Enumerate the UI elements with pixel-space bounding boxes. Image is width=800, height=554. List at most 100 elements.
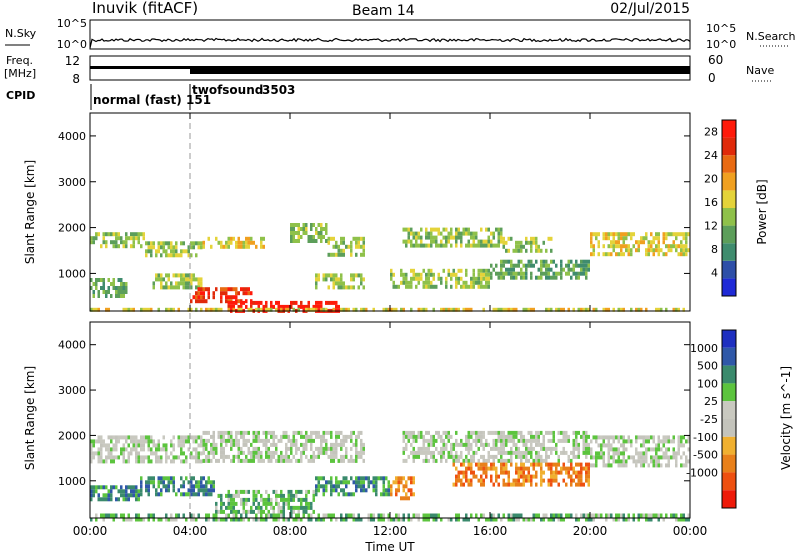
velocity-echo-cell [167,488,170,493]
power-echo-cell [315,307,318,312]
velocity-echo-cell [682,435,685,440]
velocity-echo-cell [227,434,230,439]
velocity-echo-cell [540,430,543,435]
velocity-echo-cell [527,430,530,435]
power-echo-cell [352,277,355,282]
power-echo-cell [275,300,278,305]
velocity-echo-cell [205,484,208,489]
velocity-echo-cell [640,455,643,460]
velocity-echo-cell [585,434,588,439]
power-echo-cell [617,252,620,257]
power-echo-cell [637,244,640,249]
velocity-echo-cell [140,492,143,497]
velocity-echo-cell [340,446,343,451]
power-echo-cell [330,277,333,282]
velocity-echo-cell [137,489,140,494]
velocity-echo-cell [317,517,320,522]
nsky-tick-bottom: 10^0 [57,38,87,51]
velocity-echo-cell [275,458,278,463]
velocity-echo-cell [560,470,563,475]
velocity-echo-cell [262,497,265,502]
velocity-echo-cell [285,501,288,506]
power-echo-cell [317,277,320,282]
velocity-echo-cell [562,430,565,435]
power-echo-cell [180,277,183,282]
velocity-echo-cell [650,517,653,522]
velocity-echo-cell [467,478,470,483]
power-echo-cell [172,307,175,312]
velocity-echo-cell [487,442,490,447]
velocity-echo-cell [115,443,118,448]
velocity-echo-cell [472,430,475,435]
velocity-echo-cell [200,480,203,485]
velocity-echo-cell [95,485,98,490]
velocity-echo-cell [372,484,375,489]
velocity-echo-cell [387,513,390,518]
velocity-echo-cell [360,480,363,485]
power-echo-cell [545,263,548,268]
power-echo-cell [342,281,345,286]
power-echo-cell [417,276,420,281]
velocity-echo-cell [477,466,480,471]
power-echo-cell [485,268,488,273]
velocity-echo-cell [212,517,215,522]
velocity-echo-cell [400,476,403,481]
power-echo-cell [490,271,493,276]
power-colorbar-swatch [722,278,736,296]
power-echo-cell [297,223,300,227]
velocity-echo-cell [607,447,610,452]
velocity-echo-cell [137,451,140,456]
power-echo-cell [322,235,325,239]
velocity-echo-cell [90,443,93,448]
power-echo-cell [557,271,560,276]
velocity-echo-cell [172,455,175,460]
power-echo-cell [632,244,635,249]
velocity-echo-cell [507,434,510,439]
power-echo-cell [182,241,185,246]
velocity-echo-cell [197,484,200,489]
power-echo-cell [507,307,510,312]
power-echo-cell [537,275,540,280]
velocity-echo-cell [600,451,603,456]
velocity-echo-cell [142,435,145,440]
velocity-echo-cell [590,463,593,468]
power-echo-cell [220,287,223,292]
velocity-echo-cell [405,496,408,501]
velocity-echo-cell [90,517,93,522]
velocity-echo-cell [587,474,590,479]
velocity-echo-cell [137,439,140,444]
velocity-echo-cell [100,443,103,448]
velocity-echo-cell [687,447,690,452]
velocity-echo-cell [222,454,225,459]
power-echo-cell [430,243,433,248]
power-echo-cell [620,232,623,237]
power-echo-cell [322,273,325,278]
velocity-echo-cell [382,513,385,518]
velocity-echo-cell [242,489,245,494]
velocity-echo-cell [547,517,550,522]
velocity-echo-cell [592,455,595,460]
velocity-echo-cell [115,513,118,518]
velocity-echo-cell [382,517,385,522]
power-echo-cell [405,239,408,244]
velocity-echo-cell [415,438,418,443]
power-echo-cell [435,227,438,232]
velocity-echo-cell [357,513,360,518]
velocity-echo-cell [165,517,168,522]
power-echo-cell [245,304,248,309]
power-echo-cell [182,285,185,290]
velocity-echo-cell [600,443,603,448]
velocity-echo-cell [300,505,303,510]
velocity-echo-cell [237,450,240,455]
velocity-echo-cell [537,513,540,518]
velocity-echo-cell [507,482,510,487]
velocity-echo-cell [137,497,140,502]
velocity-echo-cell [605,435,608,440]
power-echo-cell [612,244,615,249]
velocity-echo-cell [680,455,683,460]
power-echo-cell [612,248,615,253]
power-echo-cell [607,232,610,237]
power-echo-cell [505,271,508,276]
velocity-echo-cell [102,485,105,490]
